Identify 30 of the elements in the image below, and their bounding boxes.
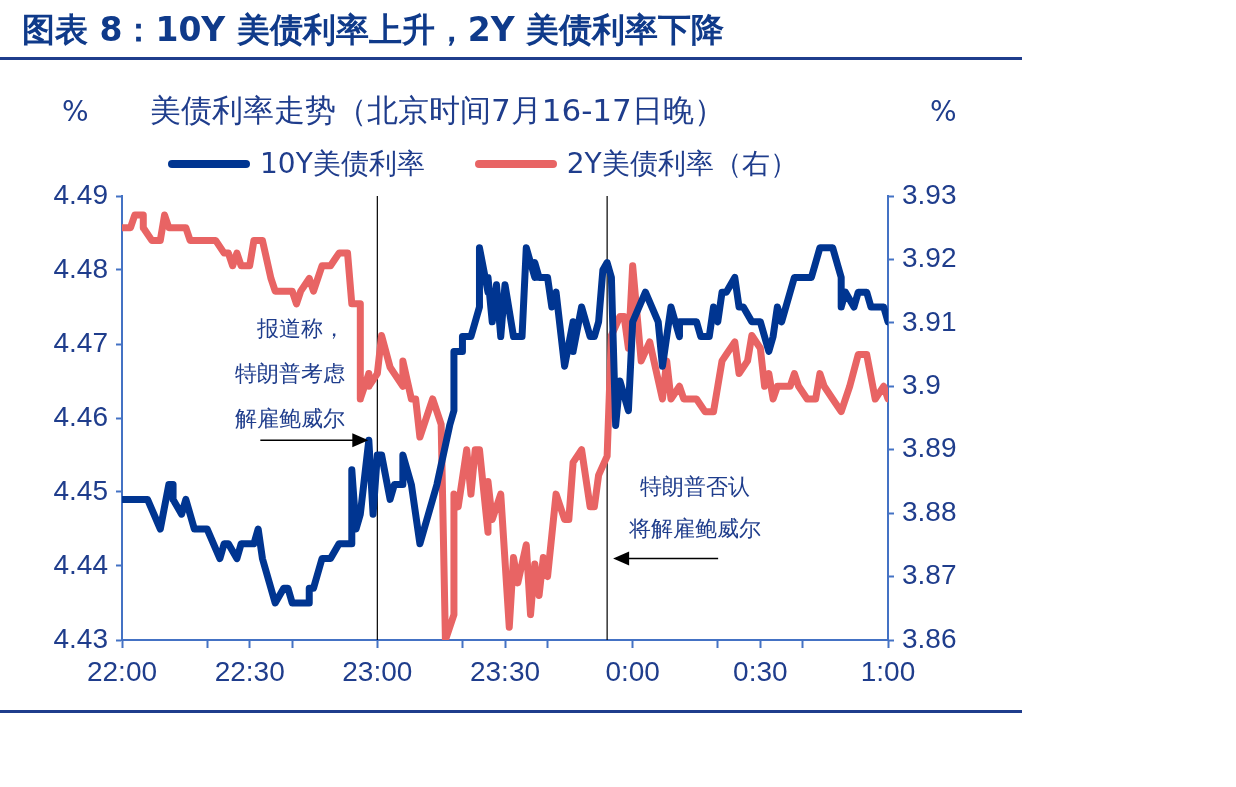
y-tick-label: 4.45 <box>53 474 108 506</box>
y-tick-label: 4.47 <box>53 326 108 358</box>
y2-tick-label: 3.9 <box>902 369 941 400</box>
legend-label: 2Y美债利率（右） <box>566 146 798 182</box>
y2-tick-label: 3.93 <box>902 178 957 210</box>
legend-label: 10Y美债利率 <box>260 146 425 182</box>
y2-tick-label: 3.86 <box>902 622 957 654</box>
x-tick-label: 23:30 <box>469 655 541 687</box>
y2-tick-label: 3.87 <box>902 559 957 591</box>
y2-tick-label: 3.91 <box>902 305 957 337</box>
y-tick-label: 4.44 <box>53 548 108 580</box>
x-tick-label: 0:00 <box>605 655 660 687</box>
y2-axis-title: % <box>930 95 957 128</box>
x-tick-label: 1:00 <box>860 655 916 687</box>
y-tick-label: 4.43 <box>53 622 108 654</box>
y2-tick-label: 3.88 <box>902 495 957 527</box>
chart-title: 图表 8：10Y 美债利率上升，2Y 美债利率下降 <box>22 9 725 51</box>
x-tick-label: 22:00 <box>86 655 158 687</box>
x-tick-label: 0:30 <box>733 655 788 687</box>
y-axis-title: % <box>62 95 89 128</box>
chart-subtitle: 美债利率走势（北京时间7月16-17日晚） <box>150 91 725 130</box>
annotation: 特朗普否认将解雇鲍威尔 <box>628 474 762 542</box>
y-tick-label: 4.49 <box>53 178 108 210</box>
y2-tick-label: 3.89 <box>902 432 957 464</box>
y-tick-label: 4.48 <box>53 252 108 284</box>
x-tick-label: 22:30 <box>214 655 285 687</box>
y-tick-label: 4.46 <box>53 400 108 432</box>
annotation: 报道称，特朗普考虑解雇鲍威尔 <box>235 315 346 431</box>
y2-tick-label: 3.92 <box>902 242 957 274</box>
x-tick-label: 23:00 <box>342 655 413 687</box>
